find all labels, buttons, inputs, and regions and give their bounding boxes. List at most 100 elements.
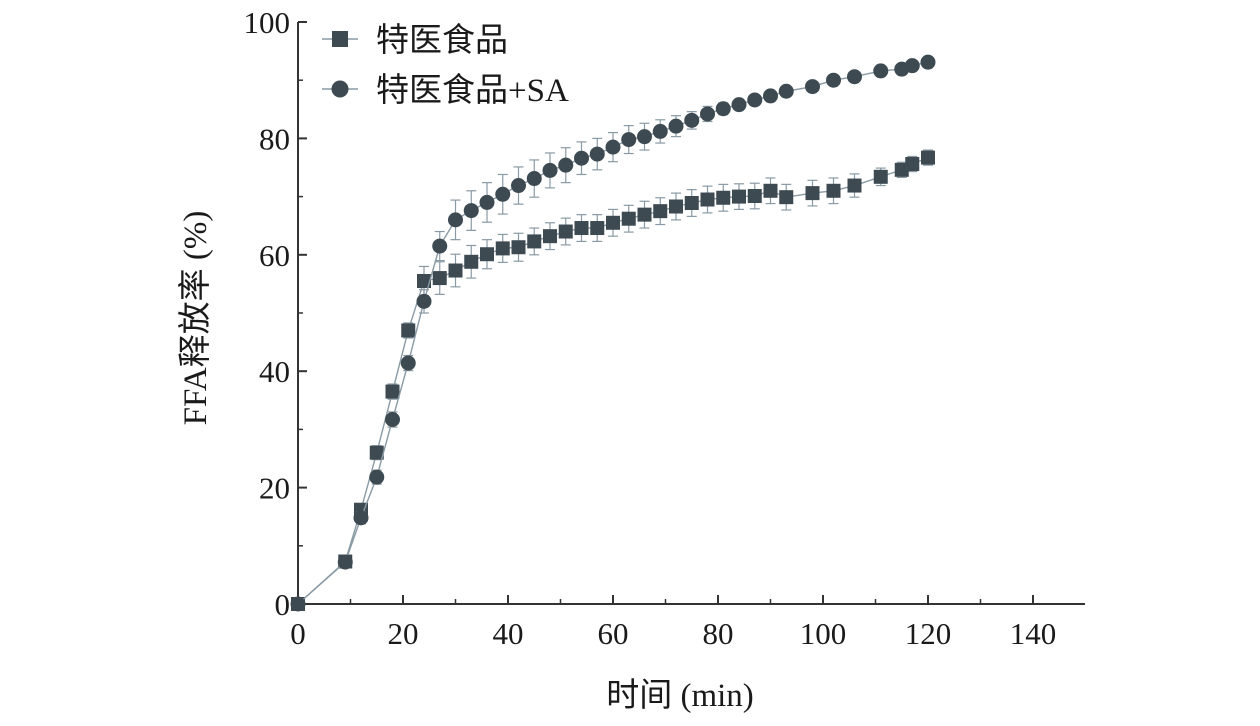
data-point-circle — [652, 123, 668, 139]
data-point-square — [574, 221, 589, 236]
data-point-square — [763, 183, 778, 198]
data-point-circle — [731, 97, 747, 113]
y-tick-label: 0 — [275, 587, 291, 622]
data-point-circle — [511, 178, 526, 194]
data-point-square — [385, 384, 400, 399]
y-axis-ticks: 0 20 40 60 80 100 — [244, 5, 307, 622]
data-point-square — [873, 169, 888, 184]
data-point-square — [448, 263, 463, 278]
series-2 — [290, 54, 936, 612]
data-point-circle — [416, 293, 432, 309]
data-point-square — [732, 189, 746, 204]
data-point-circle — [542, 162, 558, 178]
data-point-circle — [337, 554, 353, 570]
data-point-circle — [637, 129, 652, 145]
data-point-square — [511, 240, 526, 255]
x-tick-label: 20 — [388, 616, 419, 651]
legend-marker-circle — [331, 80, 349, 98]
data-point-square — [805, 186, 820, 201]
data-point-square — [590, 221, 605, 236]
data-point-circle — [747, 92, 763, 108]
data-point-circle — [700, 106, 715, 122]
legend: 特医食品 特医食品+SA — [322, 22, 569, 109]
y-tick-label: 40 — [259, 354, 290, 389]
data-point-square — [432, 271, 447, 286]
data-point-square — [847, 178, 862, 193]
data-point-square — [621, 211, 636, 226]
x-tick-label: 80 — [703, 616, 734, 651]
data-point-circle — [763, 88, 778, 104]
data-point-square — [747, 189, 762, 204]
data-point-circle — [353, 510, 369, 526]
data-point-square — [684, 196, 699, 211]
data-point-circle — [574, 150, 589, 166]
data-point-circle — [778, 83, 794, 99]
series-layer — [290, 54, 936, 612]
data-point-square — [480, 247, 494, 262]
x-tick-label: 60 — [598, 616, 629, 651]
data-point-square — [401, 323, 416, 338]
data-point-circle — [920, 54, 936, 70]
data-point-circle — [369, 469, 385, 485]
data-point-circle — [605, 139, 621, 155]
data-point-circle — [448, 212, 463, 228]
data-point-circle — [826, 72, 841, 88]
x-tick-label: 100 — [800, 616, 847, 651]
data-point-circle — [847, 69, 862, 85]
data-point-square — [779, 190, 794, 205]
data-point-square — [905, 157, 920, 172]
data-point-square — [558, 224, 573, 239]
data-point-square — [716, 190, 731, 205]
data-point-circle — [805, 79, 820, 95]
data-point-circle — [715, 101, 731, 117]
x-tick-label: 40 — [493, 616, 524, 651]
data-point-square — [637, 207, 652, 222]
data-point-circle — [684, 112, 700, 128]
legend-label-series-2: 特医食品+SA — [376, 72, 569, 109]
data-point-circle — [463, 203, 479, 219]
data-point-square — [921, 150, 935, 165]
y-tick-label: 60 — [259, 238, 290, 273]
data-point-circle — [432, 238, 448, 254]
legend-label-series-1: 特医食品 — [376, 22, 508, 59]
y-tick-label: 80 — [259, 121, 290, 156]
data-point-square — [464, 254, 479, 269]
data-point-circle — [558, 157, 574, 173]
legend-marker-square — [332, 31, 348, 47]
data-point-square — [369, 445, 384, 460]
y-tick-label: 100 — [244, 5, 291, 40]
data-point-square — [417, 273, 431, 288]
y-axis-title: FFA释放率 (%) — [177, 211, 214, 426]
data-point-circle — [668, 118, 684, 134]
data-point-square — [527, 234, 542, 249]
data-point-circle — [385, 412, 400, 428]
series-1 — [291, 149, 935, 611]
legend-item-series-1: 特医食品 — [322, 22, 508, 59]
data-point-circle — [495, 186, 511, 202]
data-point-square — [653, 204, 668, 219]
data-point-square — [669, 199, 683, 214]
x-tick-label: 140 — [1010, 616, 1057, 651]
data-point-square — [826, 183, 841, 198]
data-point-square — [700, 192, 715, 207]
data-point-circle — [873, 63, 889, 79]
x-axis-ticks: 0 20 40 60 80 100 120 140 — [290, 595, 1056, 651]
data-point-circle — [621, 132, 637, 148]
data-point-square — [495, 241, 510, 256]
y-tick-label: 20 — [259, 471, 290, 506]
axes — [297, 22, 1085, 605]
legend-item-series-2: 特医食品+SA — [322, 72, 569, 109]
data-point-circle — [479, 194, 495, 210]
data-point-circle — [589, 146, 605, 162]
x-tick-label: 120 — [905, 616, 952, 651]
data-point-square — [543, 229, 557, 244]
data-point-circle — [904, 58, 920, 74]
x-axis-title: 时间 (min) — [606, 678, 754, 714]
x-tick-label: 0 — [290, 616, 306, 651]
data-point-circle — [526, 171, 542, 187]
data-point-circle — [290, 596, 306, 612]
data-point-square — [606, 215, 620, 230]
data-point-circle — [400, 355, 416, 371]
